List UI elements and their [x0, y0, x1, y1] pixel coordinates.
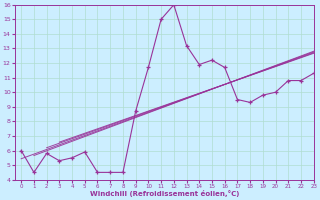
X-axis label: Windchill (Refroidissement éolien,°C): Windchill (Refroidissement éolien,°C)	[90, 190, 239, 197]
